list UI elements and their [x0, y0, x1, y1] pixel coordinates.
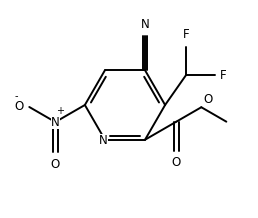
Text: -: -	[15, 91, 18, 101]
Text: F: F	[182, 28, 189, 41]
Text: N: N	[51, 116, 60, 129]
Text: N: N	[141, 17, 149, 31]
Text: O: O	[172, 156, 181, 169]
Text: O: O	[14, 100, 24, 114]
Text: O: O	[203, 93, 213, 106]
Text: N: N	[99, 134, 108, 147]
Text: O: O	[51, 158, 60, 171]
Text: F: F	[220, 69, 227, 82]
Text: +: +	[56, 106, 64, 116]
